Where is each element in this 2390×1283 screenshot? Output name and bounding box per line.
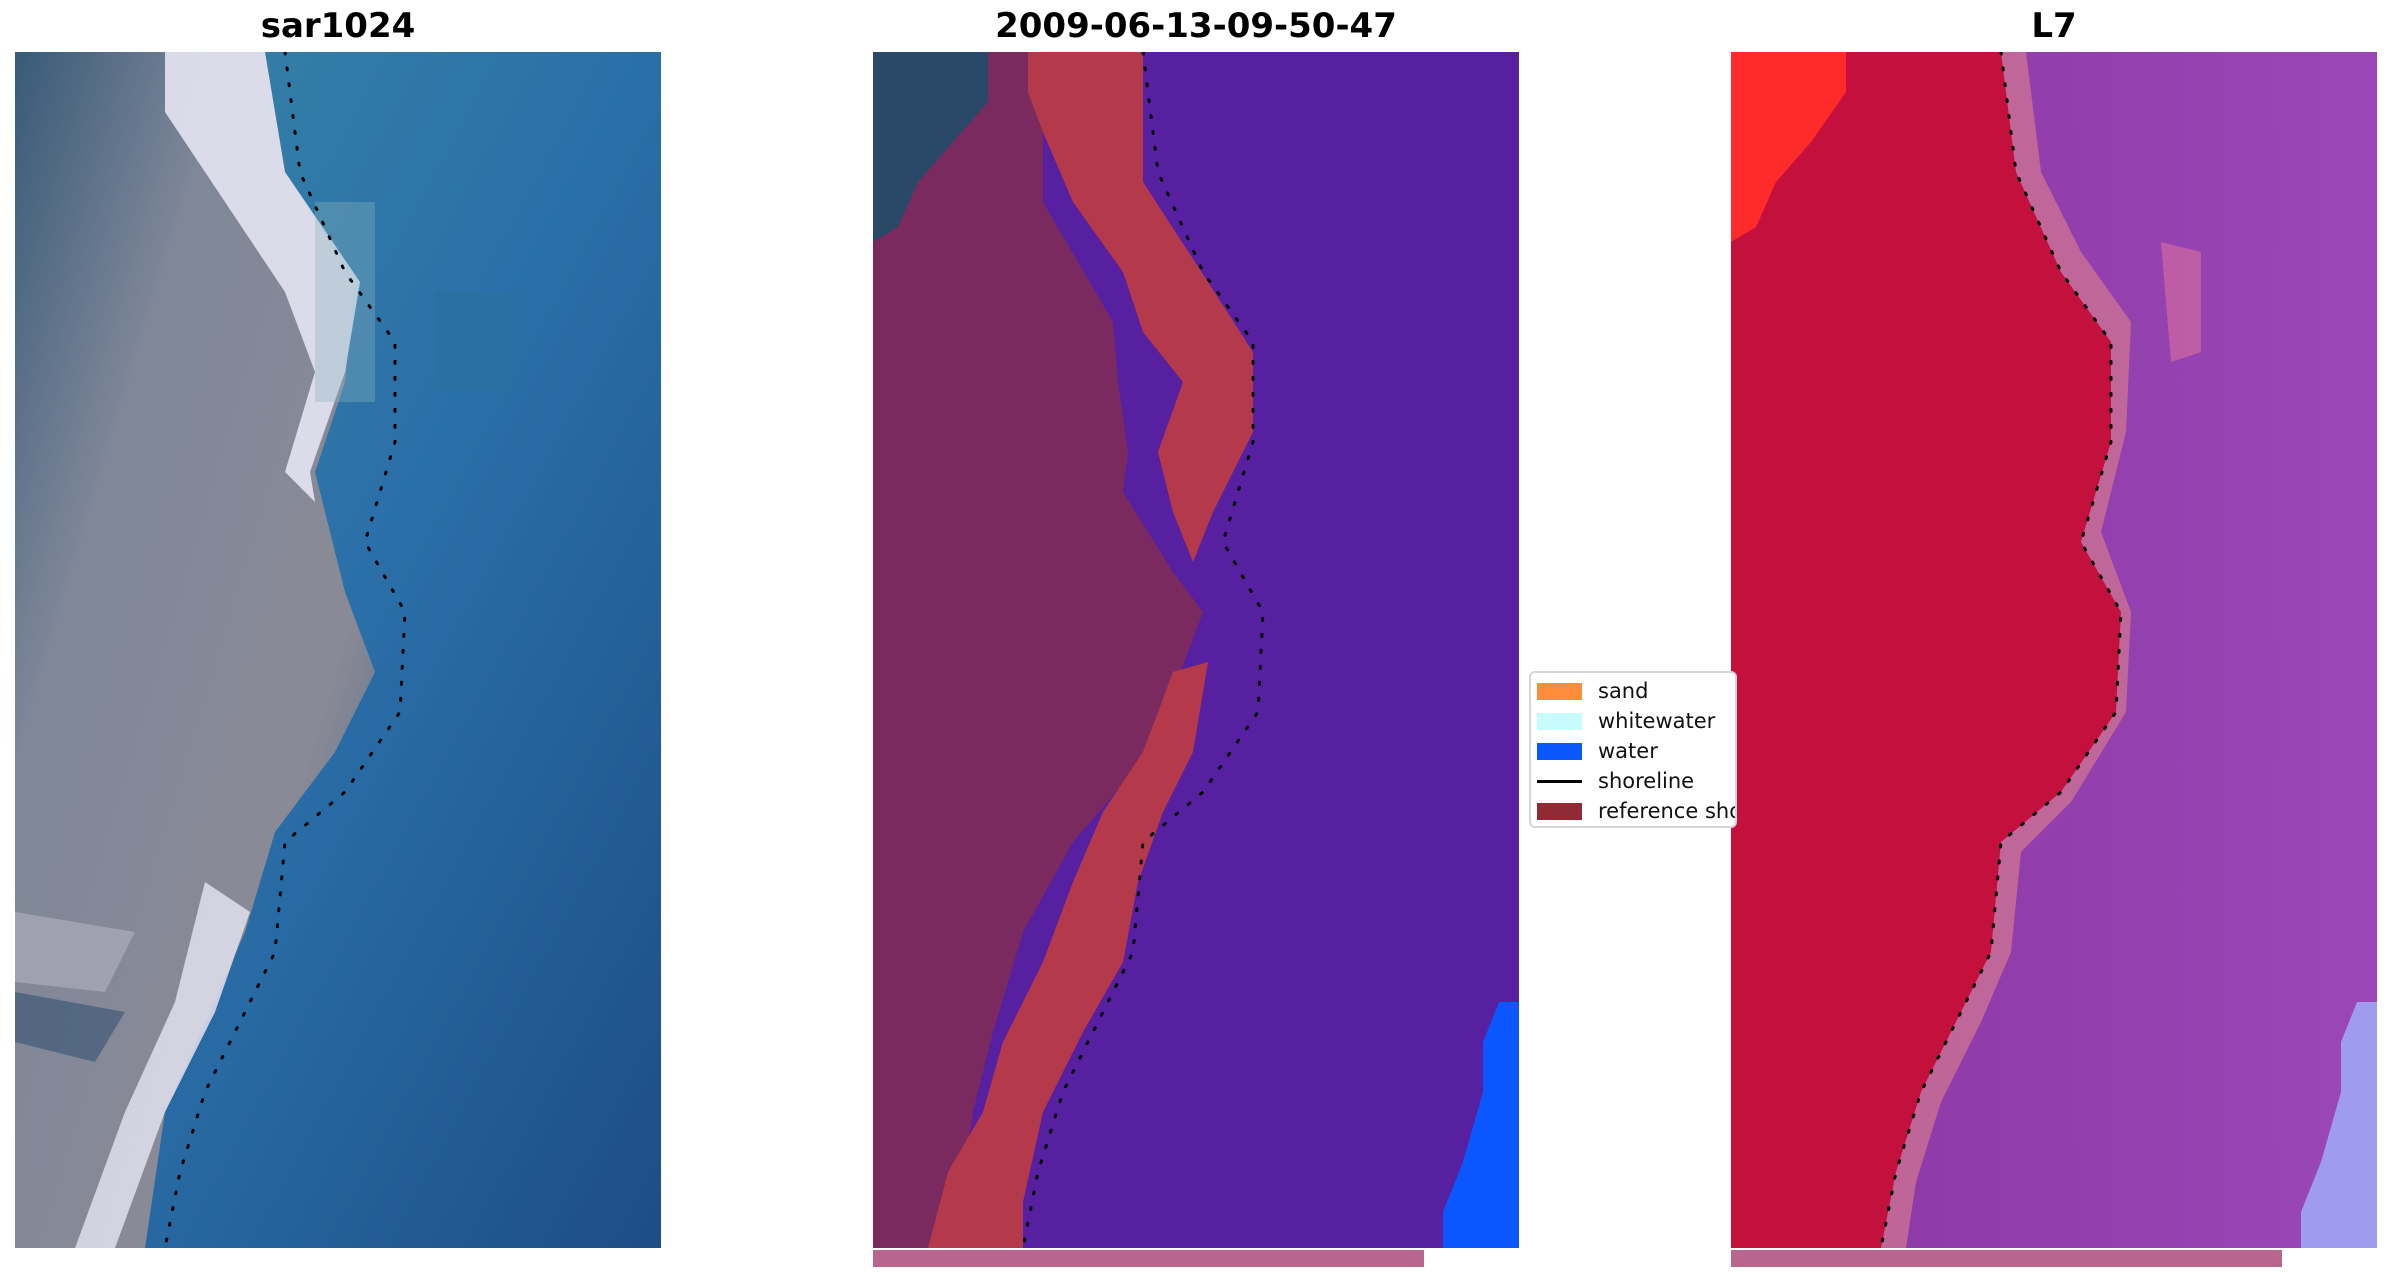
legend-label-reference-shoreline: reference shoreline [1598, 799, 1735, 823]
panel-title-right: L7 [2031, 6, 2077, 46]
panel-title-middle: 2009-06-13-09-50-47 [995, 6, 1397, 46]
legend-label-water: water [1598, 739, 1658, 763]
satellite-rgb-panel [15, 52, 661, 1248]
legend-label-sand: sand [1598, 679, 1649, 703]
reference-shoreline-bar-right [1731, 1250, 2282, 1267]
sand-swatch [1537, 682, 1582, 700]
reference-shoreline-swatch [1537, 802, 1582, 820]
false-color-panel [1731, 52, 2377, 1248]
shoreline-line-marker [1537, 779, 1582, 783]
panel-title-left: sar1024 [260, 6, 416, 46]
reference-shoreline-bar-middle [873, 1250, 1424, 1267]
legend-item-reference-shoreline: reference shoreline [1537, 798, 1735, 824]
legend-item-water: water [1537, 738, 1658, 764]
whitewater-swatch [1537, 712, 1582, 730]
legend-item-shoreline: shoreline [1537, 768, 1694, 794]
classification-panel [873, 52, 1519, 1248]
legend-label-whitewater: whitewater [1598, 709, 1716, 733]
legend: sand whitewater water shoreline referenc… [1529, 671, 1737, 828]
legend-label-shoreline: shoreline [1598, 769, 1695, 793]
water-swatch [1537, 742, 1582, 760]
legend-item-sand: sand [1537, 678, 1648, 704]
legend-item-whitewater: whitewater [1537, 708, 1715, 734]
